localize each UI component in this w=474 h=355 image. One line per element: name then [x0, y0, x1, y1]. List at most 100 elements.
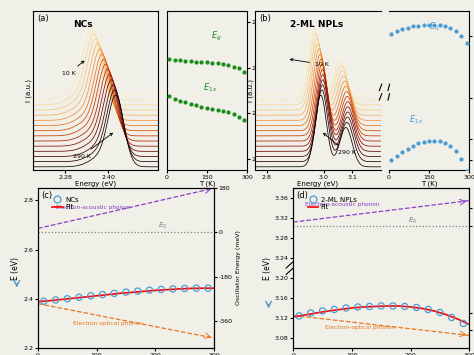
Point: [388, 32, 395, 37]
Text: Electron-acoustic phonon: Electron-acoustic phonon: [305, 202, 380, 207]
Point: [436, 138, 444, 144]
Y-axis label: I (a.u.): I (a.u.): [25, 79, 32, 102]
Point: [436, 22, 444, 28]
Text: Electron-acoustic phonon: Electron-acoustic phonon: [55, 205, 130, 210]
Point: [354, 304, 362, 310]
Point: [146, 287, 153, 293]
Point: [75, 294, 83, 300]
Text: 290 K: 290 K: [73, 133, 112, 159]
Text: $E_{1s}$: $E_{1s}$: [203, 82, 217, 94]
Point: [342, 305, 350, 311]
Point: [452, 148, 460, 154]
Point: [230, 112, 237, 118]
Point: [40, 298, 47, 304]
Point: [420, 139, 428, 144]
Text: $E_0$: $E_0$: [429, 21, 439, 33]
Point: [398, 26, 406, 32]
Text: $E_0$: $E_0$: [158, 220, 167, 231]
Point: [99, 292, 106, 297]
Point: [192, 285, 200, 291]
Text: $E_{1s}$: $E_{1s}$: [409, 114, 423, 126]
Point: [409, 23, 417, 29]
Point: [219, 61, 227, 67]
Text: 10 K: 10 K: [62, 61, 84, 76]
Point: [225, 109, 232, 115]
Y-axis label: E (eV): E (eV): [11, 257, 20, 279]
Point: [225, 62, 232, 68]
Point: [235, 114, 243, 120]
Text: $E_g$: $E_g$: [211, 30, 222, 43]
Point: [401, 304, 409, 309]
Y-axis label: E (eV): E (eV): [263, 257, 272, 279]
Text: 290 K: 290 K: [324, 133, 356, 155]
Point: [425, 138, 433, 143]
Point: [192, 59, 200, 65]
Point: [203, 105, 210, 110]
Point: [404, 25, 411, 31]
Point: [393, 28, 401, 34]
Text: 2-ML NPLs: 2-ML NPLs: [291, 20, 344, 29]
Point: [463, 169, 470, 174]
Text: Electron-optical phonon: Electron-optical phonon: [73, 321, 143, 326]
Legend: 2-ML NPLs, Fit: 2-ML NPLs, Fit: [305, 195, 359, 212]
Point: [366, 304, 374, 309]
Point: [430, 22, 438, 27]
Point: [203, 59, 210, 65]
Point: [413, 305, 420, 310]
Point: [330, 307, 338, 312]
Point: [389, 303, 397, 309]
Point: [192, 103, 200, 108]
Point: [430, 138, 438, 143]
Text: 10 K: 10 K: [290, 59, 329, 67]
Point: [424, 307, 432, 312]
Point: [64, 296, 71, 302]
Point: [457, 34, 465, 39]
Point: [52, 297, 59, 303]
Text: (c): (c): [41, 191, 53, 200]
Point: [414, 140, 422, 146]
Point: [393, 153, 401, 159]
Point: [134, 288, 141, 294]
Point: [214, 60, 221, 66]
Point: [157, 286, 165, 292]
Point: [182, 99, 189, 105]
Point: [181, 285, 189, 291]
Text: NCs: NCs: [73, 20, 93, 29]
Text: (b): (b): [259, 14, 271, 23]
Point: [441, 23, 449, 29]
Text: (d): (d): [297, 191, 309, 200]
Y-axis label: E (eV): E (eV): [268, 80, 274, 101]
Point: [463, 40, 470, 45]
Point: [230, 64, 237, 70]
X-axis label: Energy (eV): Energy (eV): [75, 181, 116, 187]
Point: [171, 96, 178, 102]
Point: [176, 98, 184, 104]
Point: [404, 146, 411, 152]
Point: [441, 140, 449, 146]
Point: [420, 22, 428, 28]
Point: [447, 25, 454, 31]
Y-axis label: I (a.u.): I (a.u.): [247, 79, 254, 102]
X-axis label: Energy (eV): Energy (eV): [297, 181, 338, 187]
Point: [388, 157, 395, 163]
Point: [436, 310, 444, 315]
Point: [241, 118, 248, 123]
Point: [414, 23, 422, 28]
Point: [182, 58, 189, 64]
Point: [122, 289, 130, 295]
Point: [165, 93, 173, 99]
Point: [457, 156, 465, 162]
Point: [377, 303, 385, 309]
Point: [235, 65, 243, 71]
Text: (a): (a): [37, 14, 48, 23]
Point: [448, 315, 456, 320]
Point: [307, 310, 315, 316]
Point: [398, 149, 406, 155]
Point: [204, 285, 212, 291]
Point: [87, 293, 94, 299]
Point: [171, 57, 178, 62]
Point: [169, 286, 177, 292]
Legend: NCs, Fit: NCs, Fit: [50, 195, 81, 212]
Point: [447, 143, 454, 149]
Point: [425, 22, 433, 27]
